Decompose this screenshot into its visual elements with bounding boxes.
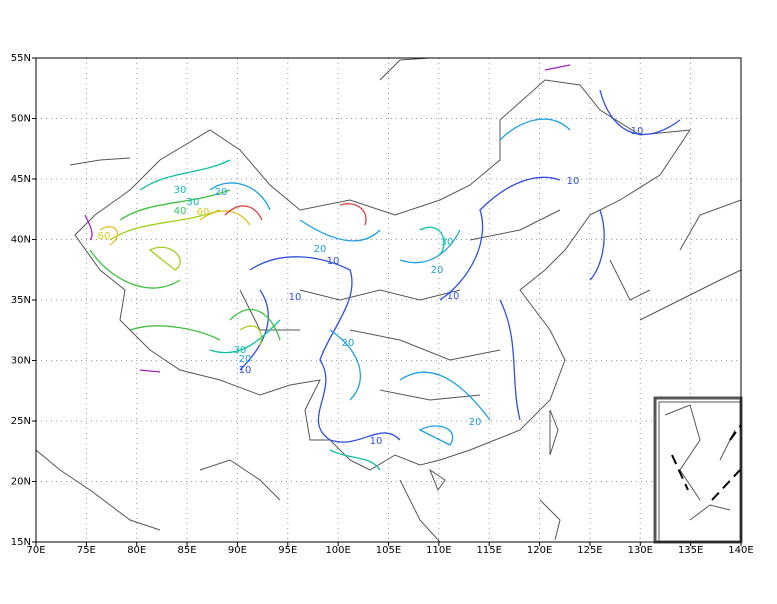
contour-label: 40	[174, 206, 187, 217]
contour-label: 20	[239, 354, 252, 365]
contour-label: 10	[370, 436, 383, 447]
x-tick-label: 120E	[527, 545, 552, 556]
y-tick-label: 35N	[11, 295, 31, 306]
contours	[84, 64, 681, 471]
x-tick-label: 85E	[178, 545, 197, 556]
x-tick-label: 130E	[628, 545, 653, 556]
contour-label: 20	[469, 417, 482, 428]
contour-label: 20	[314, 244, 327, 255]
contour-label: 20	[342, 338, 355, 349]
contour-label: 30	[174, 185, 187, 196]
x-tick-label: 90E	[228, 545, 247, 556]
y-tick-label: 25N	[11, 416, 31, 427]
contour-label: 20	[215, 187, 228, 198]
x-tick-label: 105E	[376, 545, 401, 556]
contour-label: 60	[98, 231, 111, 242]
contour-label: 10	[631, 126, 644, 137]
x-tick-label: 110E	[426, 545, 451, 556]
contour-label: 30	[441, 237, 454, 248]
contour-label: 10	[567, 176, 580, 187]
contour-label: 60	[197, 207, 210, 218]
frame	[35, 57, 742, 543]
contour-label: 10	[327, 256, 340, 267]
x-tick-label: 125E	[577, 545, 602, 556]
y-tick-label: 15N	[11, 537, 31, 548]
x-tick-label: 95E	[278, 545, 297, 556]
x-tick-label: 140E	[728, 545, 753, 556]
y-tick-label: 55N	[11, 53, 31, 64]
contour-label: 10	[447, 291, 460, 302]
x-tick-label: 135E	[678, 545, 703, 556]
contour-label: 10	[239, 365, 252, 376]
contour-label: 20	[431, 265, 444, 276]
x-tick-label: 70E	[26, 545, 45, 556]
x-tick-label: 100E	[325, 545, 350, 556]
contour-label: 30	[187, 197, 200, 208]
contour-label: 30	[234, 345, 247, 356]
y-tick-label: 45N	[11, 174, 31, 185]
contour-label: 10	[289, 292, 302, 303]
y-tick-label: 30N	[11, 356, 31, 367]
x-tick-label: 115E	[477, 545, 502, 556]
y-tick-label: 20N	[11, 477, 31, 488]
y-tick-label: 40N	[11, 235, 31, 246]
x-tick-label: 80E	[127, 545, 146, 556]
x-tick-label: 75E	[77, 545, 96, 556]
y-tick-label: 50N	[11, 114, 31, 125]
